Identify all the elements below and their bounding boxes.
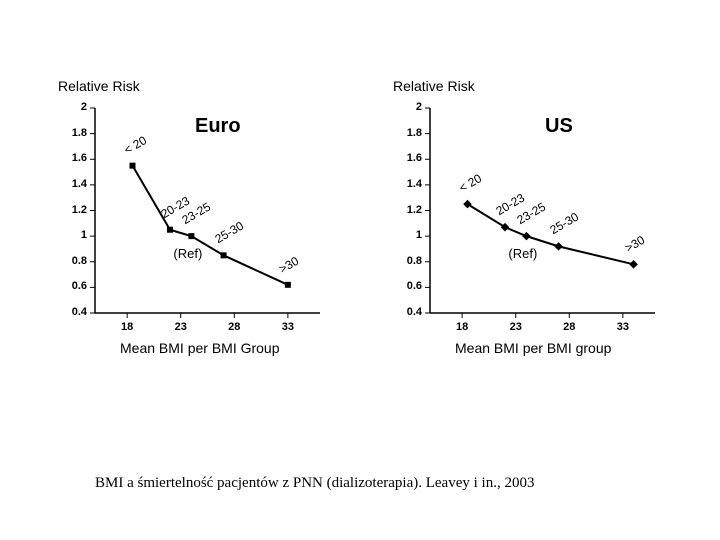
ytick-label: 1.2 <box>57 204 87 216</box>
ytick-label: 1.4 <box>392 178 422 190</box>
ytick-label: 1.6 <box>57 152 87 164</box>
xtick-label: 28 <box>554 321 584 333</box>
xtick-label: 23 <box>166 321 196 333</box>
ytick-label: 2 <box>57 101 87 113</box>
ytick-label: 0.6 <box>57 280 87 292</box>
ytick-label: 1.2 <box>392 204 422 216</box>
ytick-label: 1 <box>57 229 87 241</box>
ytick-label: 0.4 <box>392 306 422 318</box>
ytick-label: 2 <box>392 101 422 113</box>
xtick-label: 18 <box>112 321 142 333</box>
xtick-label: 33 <box>608 321 638 333</box>
ytick-label: 1 <box>392 229 422 241</box>
figure-caption: BMI a śmiertelność pacjentów z PNN (dial… <box>95 475 534 492</box>
ytick-label: 1.6 <box>392 152 422 164</box>
xtick-label: 23 <box>501 321 531 333</box>
ytick-label: 1.4 <box>57 178 87 190</box>
ytick-label: 1.8 <box>392 127 422 139</box>
ref-label: (Ref) <box>173 246 202 261</box>
ytick-label: 0.8 <box>392 255 422 267</box>
ref-label: (Ref) <box>508 246 537 261</box>
xtick-label: 18 <box>447 321 477 333</box>
ytick-label: 0.8 <box>57 255 87 267</box>
ytick-label: 0.6 <box>392 280 422 292</box>
xtick-label: 28 <box>219 321 249 333</box>
ytick-label: 1.8 <box>57 127 87 139</box>
ytick-label: 0.4 <box>57 306 87 318</box>
chart-svg <box>0 0 720 540</box>
xtick-label: 33 <box>273 321 303 333</box>
